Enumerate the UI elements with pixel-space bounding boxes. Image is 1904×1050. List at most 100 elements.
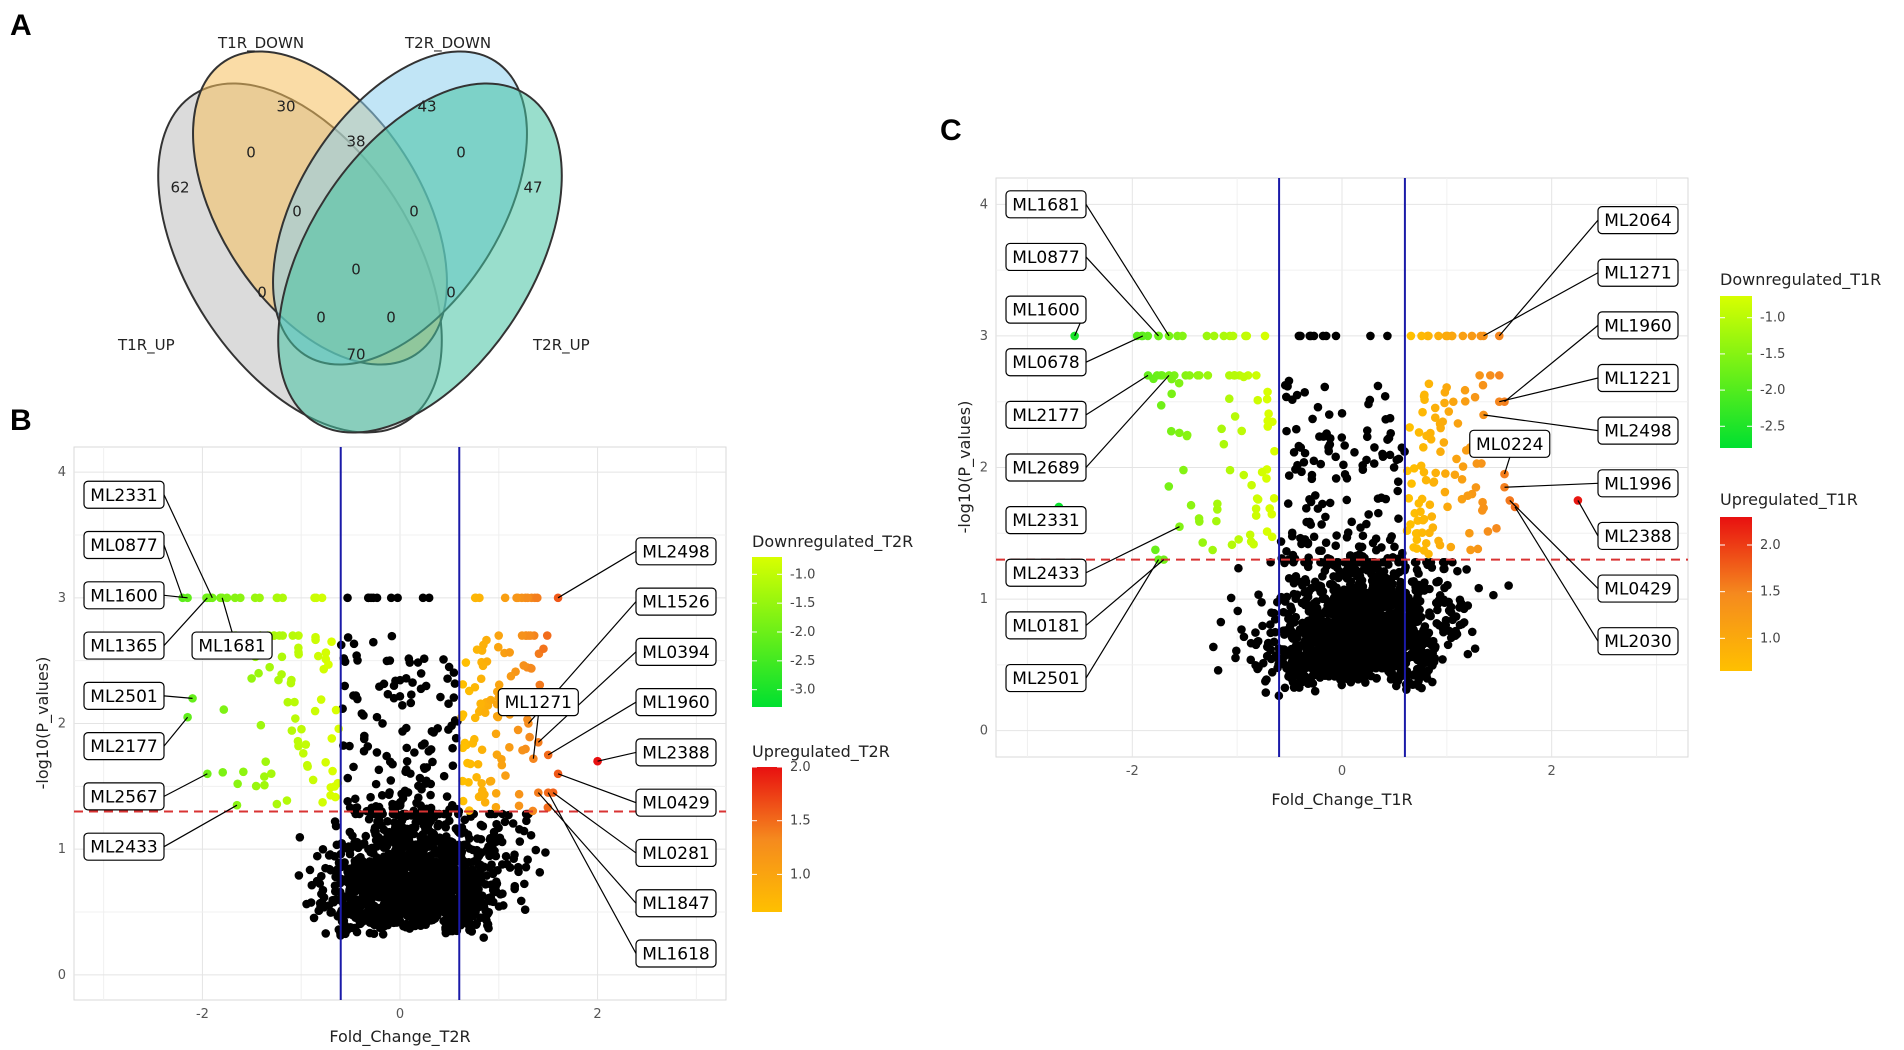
data-point xyxy=(1457,475,1467,484)
legend-tick-label: -1.5 xyxy=(790,596,815,611)
data-point xyxy=(301,740,311,749)
data-point xyxy=(1353,598,1363,607)
data-point xyxy=(1300,672,1310,681)
leader-line xyxy=(1085,559,1160,679)
data-point xyxy=(1467,627,1477,637)
data-point xyxy=(319,893,329,902)
point-label: ML2331 xyxy=(90,486,157,506)
data-point xyxy=(239,767,248,777)
data-point xyxy=(1340,441,1349,450)
data-point xyxy=(418,593,428,603)
data-point xyxy=(470,734,479,744)
data-point xyxy=(1262,675,1271,684)
data-point xyxy=(1381,415,1390,424)
data-point xyxy=(324,660,333,669)
point-label: ML1271 xyxy=(505,693,572,713)
data-point xyxy=(384,849,394,859)
data-point xyxy=(1302,517,1311,527)
data-point xyxy=(1334,601,1344,611)
data-point xyxy=(1446,602,1456,612)
x-axis-title-b: Fold_Change_T2R xyxy=(329,1027,470,1047)
data-point xyxy=(383,817,392,826)
x-axis-title-c: Fold_Change_T1R xyxy=(1271,790,1412,810)
data-point xyxy=(476,790,486,800)
data-point xyxy=(1406,520,1415,529)
data-point xyxy=(1258,621,1267,631)
leader-lines-b xyxy=(163,494,637,954)
data-point xyxy=(1265,504,1275,513)
data-point xyxy=(1329,638,1339,647)
point-labels-c: ML1681 ML0877 ML1600 ML0678 ML2177 ML2689 ML23… xyxy=(1005,190,1679,693)
label-box xyxy=(83,581,165,610)
data-point xyxy=(1231,653,1240,663)
data-point xyxy=(372,593,382,603)
point-label: ML0281 xyxy=(642,844,709,864)
leader-line xyxy=(1085,559,1165,626)
data-point xyxy=(1483,527,1493,536)
point-label: ML0678 xyxy=(1012,353,1079,373)
legend-ticks-up-b: 2.0 1.5 1.0 xyxy=(752,760,811,882)
data-point xyxy=(387,631,397,641)
data-point xyxy=(233,779,242,789)
data-point xyxy=(388,898,398,908)
data-point xyxy=(1291,571,1301,581)
data-point xyxy=(1453,566,1462,576)
data-point xyxy=(515,824,524,834)
leader-line xyxy=(1504,482,1599,488)
data-point xyxy=(416,848,425,858)
legend-ticks-up-c: 2.0 1.5 1.0 xyxy=(1720,538,1781,646)
data-point xyxy=(361,888,370,898)
data-point xyxy=(1416,507,1425,517)
data-point xyxy=(1406,331,1416,341)
data-point xyxy=(424,747,434,756)
venn-set-label: T1R_UP xyxy=(117,336,175,355)
data-point xyxy=(318,844,328,854)
data-point xyxy=(1260,331,1270,341)
data-point xyxy=(477,745,487,755)
data-point xyxy=(1460,397,1470,406)
point-label: ML2331 xyxy=(1012,511,1079,531)
data-point xyxy=(1386,674,1396,684)
data-point xyxy=(433,724,443,733)
data-point xyxy=(426,779,436,789)
label-box xyxy=(635,587,717,616)
data-point xyxy=(1292,390,1302,400)
data-point xyxy=(340,921,350,931)
data-point xyxy=(1388,579,1397,589)
data-point xyxy=(504,810,513,820)
venn-count: 0 xyxy=(292,203,302,221)
legend-tick-label: -1.0 xyxy=(790,567,815,582)
data-point xyxy=(444,859,453,869)
data-point xyxy=(518,745,527,755)
data-point xyxy=(1418,671,1428,681)
data-point xyxy=(247,674,256,683)
data-point xyxy=(383,920,393,930)
leader-line xyxy=(1085,256,1159,337)
data-point xyxy=(1440,398,1449,408)
label-box xyxy=(1597,469,1679,498)
data-point xyxy=(382,751,391,761)
data-point xyxy=(1375,644,1384,654)
data-point xyxy=(497,760,507,770)
data-point xyxy=(395,858,405,867)
data-point xyxy=(1355,623,1365,632)
data-point xyxy=(424,593,434,603)
data-point xyxy=(1309,638,1318,648)
data-point xyxy=(505,863,515,872)
data-point xyxy=(1419,392,1429,401)
data-point xyxy=(385,876,394,886)
data-point xyxy=(327,734,337,743)
data-point xyxy=(352,909,362,918)
data-point xyxy=(458,680,468,689)
data-point xyxy=(439,655,448,664)
leader-line xyxy=(1085,335,1144,363)
data-point xyxy=(520,879,529,889)
data-point xyxy=(1198,538,1207,547)
data-point xyxy=(389,693,399,703)
data-point xyxy=(261,757,271,767)
label-box xyxy=(635,788,717,817)
data-point xyxy=(414,781,423,791)
data-point xyxy=(1415,663,1425,672)
data-point xyxy=(443,902,453,912)
data-point xyxy=(1472,459,1482,468)
